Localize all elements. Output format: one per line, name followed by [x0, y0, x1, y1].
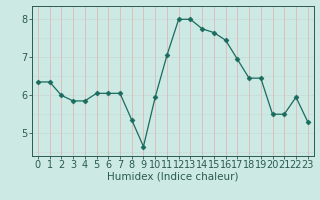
X-axis label: Humidex (Indice chaleur): Humidex (Indice chaleur): [107, 172, 238, 182]
